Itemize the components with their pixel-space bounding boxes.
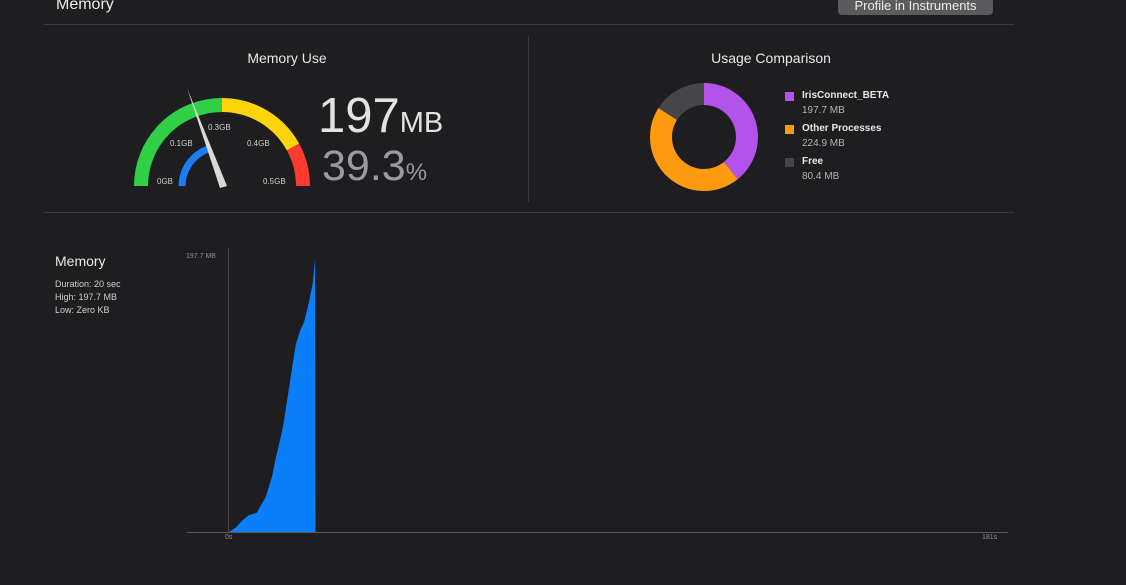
usage-comparison-title: Usage Comparison	[711, 50, 831, 66]
gauge-yellow-arc	[221, 98, 300, 151]
memory-percent-unit: %	[405, 159, 428, 186]
legend-swatch-irisconnect	[785, 92, 794, 101]
gauge-needle	[187, 88, 227, 188]
memory-percent-number: 39.3	[322, 142, 406, 190]
memory-high: High: 197.7 MB	[55, 292, 118, 302]
profile-in-instruments-button[interactable]: Profile in Instruments	[838, 0, 993, 15]
legend-name-other-processes: Other Processes	[802, 123, 882, 134]
memory-area-series	[229, 258, 316, 532]
gauge-label-01gb: 0.1GB	[170, 139, 193, 148]
memory-duration: Duration: 20 sec	[55, 279, 121, 289]
x-axis-start-label: 0s	[225, 534, 233, 541]
memory-percent: 39.3%	[322, 145, 427, 188]
legend-value-other-processes: 224.9 MB	[802, 138, 845, 149]
memory-value-number: 197	[318, 89, 400, 143]
gauge-label-04gb: 0.4GB	[247, 139, 270, 148]
gauge-label-05gb: 0.5GB	[263, 177, 286, 186]
legend-swatch-free	[785, 158, 794, 167]
memory-low: Low: Zero KB	[55, 305, 110, 315]
page-title: Memory	[56, 0, 114, 13]
legend-value-irisconnect: 197.7 MB	[802, 105, 845, 116]
gauge-label-0gb: 0GB	[157, 177, 174, 186]
gauge-red-arc	[286, 143, 310, 187]
x-axis-end-label: 181s	[982, 534, 998, 541]
legend-swatch-other-processes	[785, 125, 794, 134]
donut-slice-free	[658, 83, 704, 120]
donut-slice-other-processes	[649, 108, 738, 191]
y-axis-max-label: 197.7 MB	[186, 253, 216, 260]
gauge-label-03gb: 0.3GB	[208, 123, 231, 132]
memory-use-title: Memory Use	[247, 50, 327, 66]
memory-value-unit: MB	[399, 107, 444, 139]
memory-value: 197MB	[318, 92, 443, 141]
legend-name-irisconnect: IrisConnect_BETA	[802, 90, 890, 101]
top-divider	[44, 24, 1014, 25]
memory-graph-title: Memory	[55, 253, 106, 269]
gauge-blue-arc	[178, 145, 210, 187]
section-divider	[528, 36, 529, 202]
donut-slice-irisconnect-beta	[704, 83, 758, 180]
legend-name-free: Free	[802, 156, 824, 167]
middle-divider	[44, 212, 1014, 213]
legend-value-free: 80.4 MB	[802, 171, 840, 182]
gauge-green-arc	[134, 98, 223, 187]
